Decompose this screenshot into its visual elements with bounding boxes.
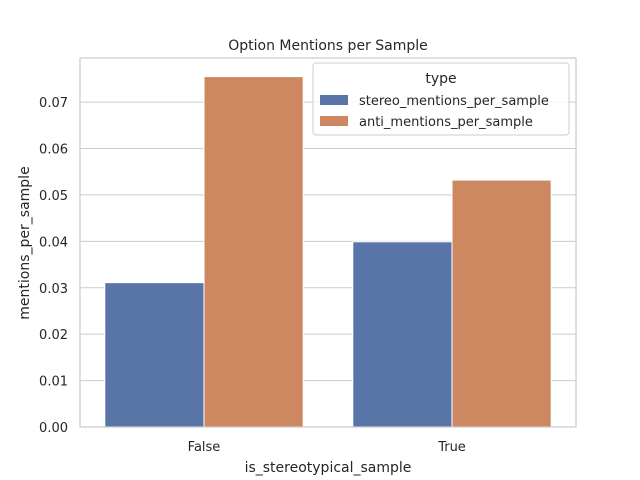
y-tick-label: 0.03 — [39, 282, 68, 297]
legend-swatch-anti — [320, 116, 348, 126]
x-axis-label: is_stereotypical_sample — [245, 460, 412, 476]
y-tick-label: 0.02 — [39, 328, 68, 343]
chart-title: Option Mentions per Sample — [228, 38, 428, 54]
x-tick-label: False — [188, 440, 221, 455]
legend-title: type — [425, 71, 456, 87]
legend-swatch-stereo — [320, 95, 348, 105]
y-tick-label: 0.07 — [39, 96, 68, 111]
legend-label-stereo: stereo_mentions_per_sample — [359, 94, 549, 109]
y-tick-label: 0.05 — [39, 189, 68, 204]
plot-frame — [79, 57, 577, 428]
y-tick-label: 0.00 — [39, 421, 68, 436]
legend-box — [312, 62, 570, 136]
bar-anti-mentions-per-sample-true — [451, 179, 552, 428]
bars — [104, 76, 552, 428]
legend: type stereo_mentions_per_sample anti_men… — [312, 62, 570, 136]
x-axis-ticks: False True — [188, 440, 466, 455]
bar-stereo-mentions-per-sample-false — [104, 282, 205, 428]
y-tick-label: 0.04 — [39, 235, 68, 250]
y-axis-label: mentions_per_sample — [17, 166, 33, 319]
x-tick-label: True — [437, 440, 466, 455]
y-tick-label: 0.01 — [39, 375, 68, 390]
bar-stereo-mentions-per-sample-true — [352, 241, 453, 428]
y-tick-label: 0.06 — [39, 143, 68, 158]
y-axis-ticks: 0.00 0.01 0.02 0.03 0.04 0.05 0.06 0.07 — [39, 96, 68, 436]
legend-label-anti: anti_mentions_per_sample — [359, 115, 533, 130]
bar-anti-mentions-per-sample-false — [203, 76, 304, 428]
